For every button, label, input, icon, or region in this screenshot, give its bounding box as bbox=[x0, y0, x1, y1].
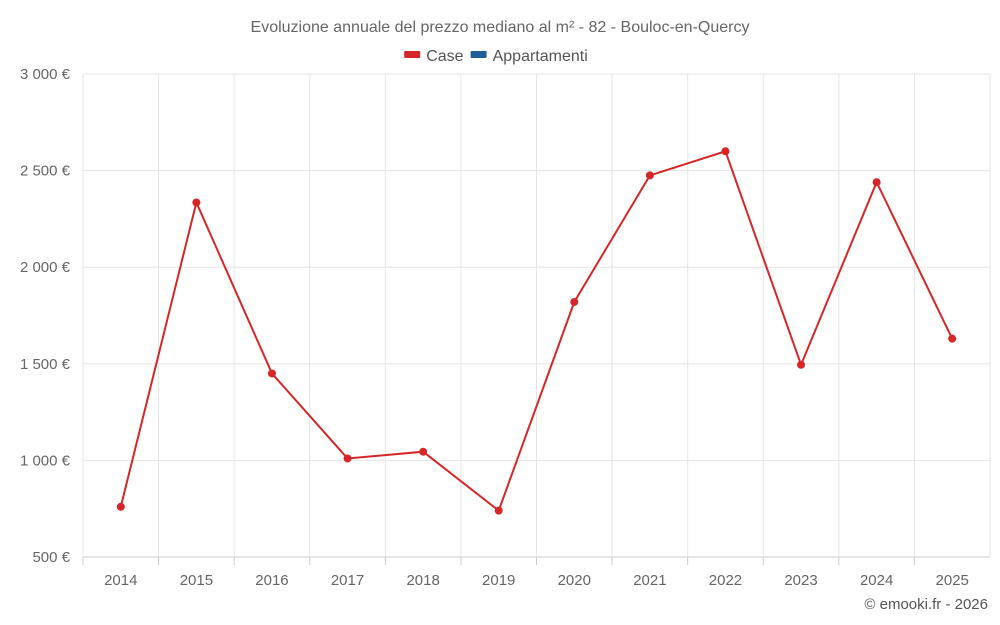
data-point[interactable] bbox=[267, 369, 276, 378]
axes: 500 € 1 000 € 1 500 € 2 000 € 2 500 € 3 000 €… bbox=[20, 66, 969, 589]
legend-swatch-1 bbox=[470, 51, 487, 58]
data-point[interactable] bbox=[721, 147, 730, 156]
y-tick-label: 2 000 € bbox=[20, 259, 71, 276]
x-tick-label: 2021 bbox=[633, 572, 666, 589]
data-point[interactable] bbox=[419, 447, 428, 456]
data-point[interactable] bbox=[494, 506, 503, 515]
y-tick-label: 2 500 € bbox=[20, 163, 71, 180]
data-point[interactable] bbox=[343, 454, 352, 463]
chart-title: Evoluzione annuale del prezzo mediano al… bbox=[251, 19, 750, 36]
data-point[interactable] bbox=[192, 198, 201, 207]
x-tick-label: 2018 bbox=[406, 572, 439, 589]
series bbox=[116, 147, 957, 515]
x-tick-label: 2019 bbox=[482, 572, 515, 589]
y-tick-label: 1 500 € bbox=[20, 356, 71, 373]
legend: Case Appartamenti bbox=[404, 48, 588, 65]
data-point[interactable] bbox=[797, 360, 806, 369]
x-tick-label: 2015 bbox=[180, 572, 213, 589]
x-tick-label: 2020 bbox=[558, 572, 591, 589]
x-tick-label: 2017 bbox=[331, 572, 364, 589]
data-point[interactable] bbox=[116, 502, 125, 511]
series-line-0 bbox=[119, 150, 954, 513]
x-tick-label: 2014 bbox=[104, 572, 137, 589]
x-tick-label: 2024 bbox=[860, 572, 893, 589]
legend-label-0[interactable]: Case bbox=[426, 48, 463, 65]
data-point[interactable] bbox=[645, 171, 654, 180]
credit-text: © emooki.fr - 2026 bbox=[864, 596, 988, 613]
legend-label-1[interactable]: Appartamenti bbox=[493, 48, 588, 65]
data-point[interactable] bbox=[872, 178, 881, 187]
x-tick-label: 2016 bbox=[255, 572, 288, 589]
y-tick-label: 500 € bbox=[32, 549, 70, 566]
x-tick-label: 2025 bbox=[936, 572, 969, 589]
x-tick-label: 2022 bbox=[709, 572, 742, 589]
y-tick-label: 3 000 € bbox=[20, 66, 71, 83]
y-tick-label: 1 000 € bbox=[20, 452, 71, 469]
legend-swatch-0 bbox=[404, 51, 421, 58]
x-tick-label: 2023 bbox=[784, 572, 817, 589]
data-point[interactable] bbox=[570, 297, 579, 306]
grid bbox=[82, 73, 991, 558]
data-point[interactable] bbox=[948, 334, 957, 343]
